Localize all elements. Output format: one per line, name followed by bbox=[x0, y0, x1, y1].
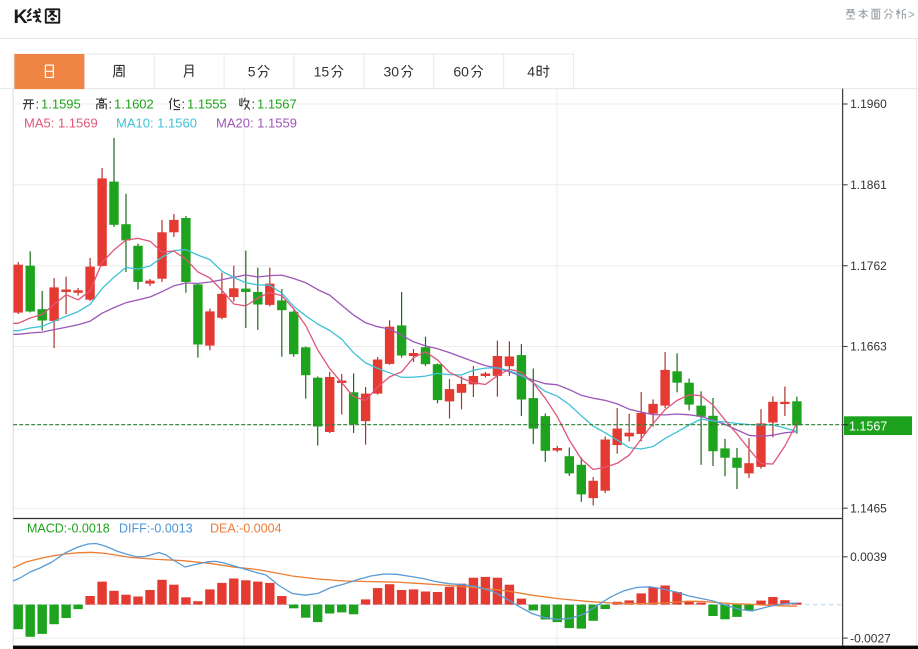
svg-text:K: K bbox=[14, 6, 28, 28]
svg-text:1.1567: 1.1567 bbox=[257, 96, 297, 111]
svg-text::: : bbox=[36, 96, 40, 111]
svg-text:0.0039: 0.0039 bbox=[850, 550, 887, 564]
svg-text:5: 5 bbox=[248, 63, 256, 79]
svg-text:MACD:-0.0018: MACD:-0.0018 bbox=[27, 522, 110, 536]
svg-text:MA5: 1.1569: MA5: 1.1569 bbox=[24, 116, 98, 131]
svg-text:4: 4 bbox=[527, 63, 535, 79]
svg-text:30: 30 bbox=[384, 63, 400, 79]
svg-text:1.1602: 1.1602 bbox=[114, 96, 154, 111]
svg-text:1.1555: 1.1555 bbox=[187, 96, 227, 111]
svg-text:DIFF:-0.0013: DIFF:-0.0013 bbox=[119, 522, 193, 536]
svg-text:1.1567: 1.1567 bbox=[849, 419, 887, 433]
svg-text:1.1762: 1.1762 bbox=[850, 259, 887, 273]
svg-text:MA20: 1.1559: MA20: 1.1559 bbox=[216, 116, 297, 131]
svg-text:60: 60 bbox=[453, 63, 469, 79]
svg-text:1.1595: 1.1595 bbox=[41, 96, 81, 111]
svg-text:1.1663: 1.1663 bbox=[850, 340, 887, 354]
svg-text:>: > bbox=[908, 9, 915, 21]
svg-text:15: 15 bbox=[314, 63, 330, 79]
svg-text:1.1861: 1.1861 bbox=[850, 178, 887, 192]
svg-text:1.1465: 1.1465 bbox=[850, 501, 887, 515]
svg-text:1.1960: 1.1960 bbox=[850, 97, 887, 111]
svg-text::: : bbox=[109, 96, 113, 111]
svg-text:-0.0027: -0.0027 bbox=[850, 631, 891, 645]
svg-text:DEA:-0.0004: DEA:-0.0004 bbox=[210, 522, 282, 536]
svg-text::: : bbox=[182, 96, 186, 111]
svg-text::: : bbox=[252, 96, 256, 111]
svg-text:MA10: 1.1560: MA10: 1.1560 bbox=[116, 116, 197, 131]
